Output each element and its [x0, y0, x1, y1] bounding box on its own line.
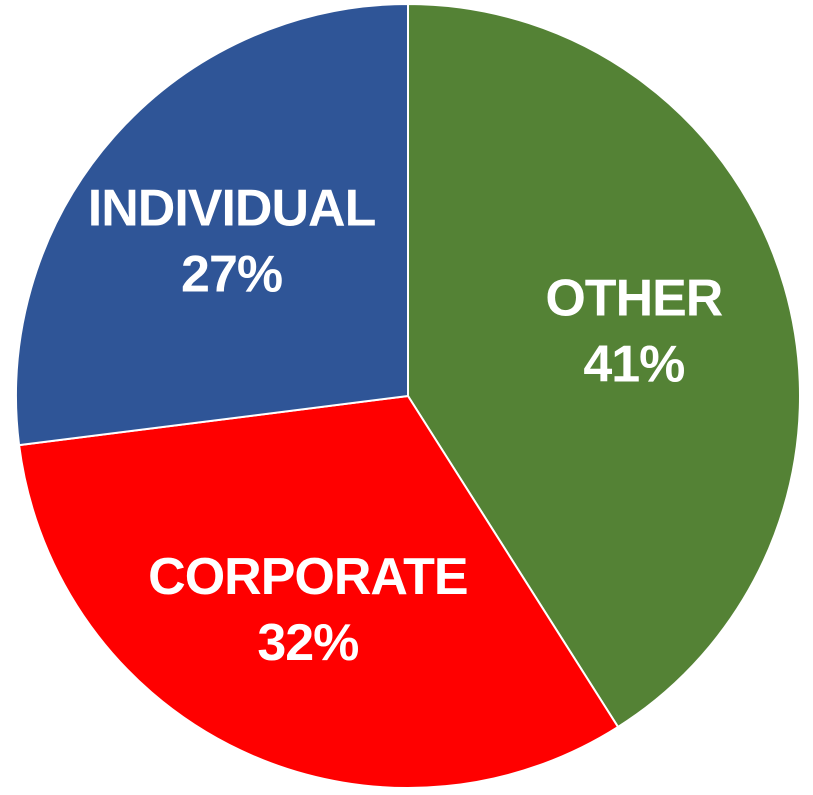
slice-value-corporate: 32% — [257, 614, 358, 672]
slice-label-corporate: CORPORATE — [148, 548, 467, 606]
slice-value-individual: 27% — [181, 245, 282, 303]
slice-value-other: 41% — [583, 335, 684, 393]
slice-label-individual: INDIVIDUAL — [88, 179, 376, 237]
pie-slice-corporate — [17, 394, 620, 789]
pie-slice-other — [407, 2, 801, 729]
pie-slice-individual — [15, 2, 409, 447]
slice-label-other: OTHER — [545, 269, 722, 327]
pie-labels: OTHER 41% CORPORATE 32% INDIVIDUAL 27% — [88, 179, 724, 672]
pie-slices — [15, 2, 801, 789]
